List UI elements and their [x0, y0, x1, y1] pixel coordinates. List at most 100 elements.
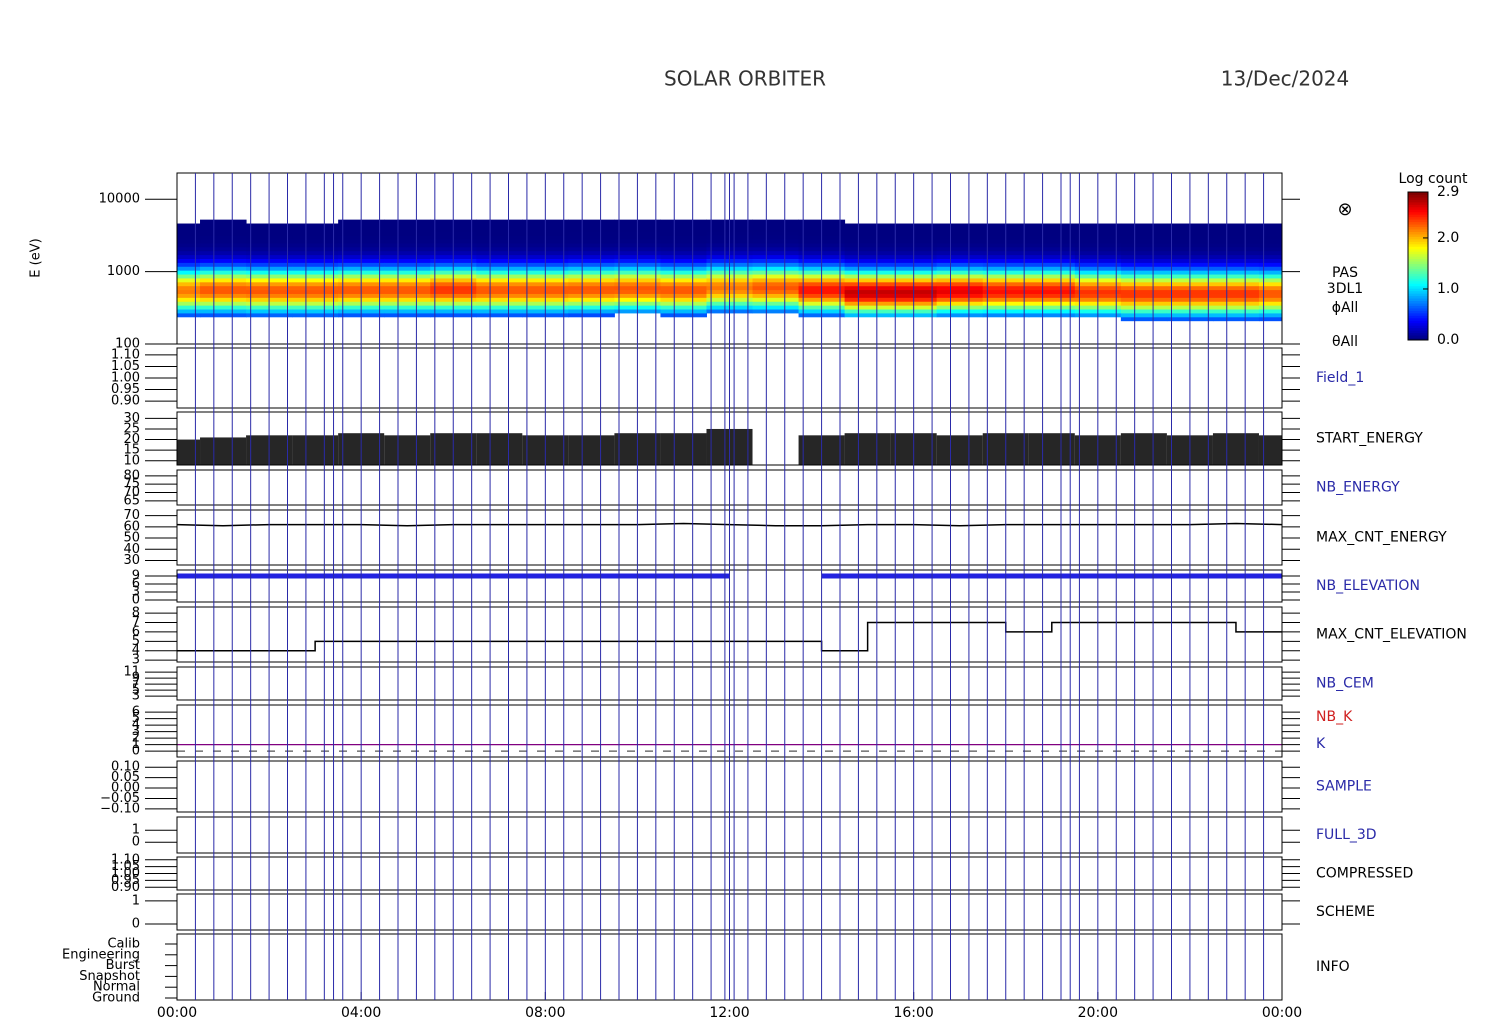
- y-tick-label: 70: [123, 485, 140, 500]
- colorbar-swatch: [1408, 273, 1428, 277]
- colorbar-tick-label: 0.0: [1437, 332, 1459, 348]
- colorbar-swatch: [1408, 322, 1428, 326]
- spectrogram-cell: [936, 235, 984, 240]
- spectrogram-cell: [844, 285, 892, 291]
- spectrogram-cell: [476, 270, 523, 275]
- spectrogram-cell: [568, 223, 615, 228]
- colorbar-swatch: [1408, 325, 1428, 329]
- spectrogram-cell: [1120, 231, 1168, 236]
- colorbar-swatch: [1408, 219, 1428, 223]
- spectrogram-cell: [936, 250, 984, 256]
- colorbar-swatch: [1408, 283, 1428, 287]
- panel-label: NB_K: [1316, 709, 1353, 725]
- spectrogram-cell: [384, 297, 431, 302]
- spectrogram-cell: [1120, 297, 1168, 302]
- y-tick-label: 1: [132, 823, 140, 838]
- spectrogram-cell: [200, 231, 247, 236]
- spectrogram-cell: [384, 285, 431, 291]
- spectrogram-cell: [200, 293, 247, 298]
- spectrogram-cell: [476, 227, 523, 232]
- y-tick-label: 0.90: [111, 394, 140, 409]
- y-tick-label: 25: [123, 421, 140, 436]
- colorbar-swatch: [1408, 241, 1428, 245]
- spectrogram-cell: [1028, 258, 1076, 263]
- spectrogram-cell: [568, 254, 615, 259]
- y-tick-label: 75: [123, 477, 140, 492]
- y-tick-label: 8: [132, 606, 140, 621]
- spectrogram-cell: [1028, 293, 1076, 298]
- spectrogram-cell: [1120, 266, 1168, 271]
- colorbar-swatch: [1408, 285, 1428, 289]
- spectrogram-cell: [476, 285, 523, 291]
- spectrogram-cell: [1028, 305, 1076, 310]
- spectrogram-cell: [292, 227, 339, 232]
- spectrogram-cell: [1120, 235, 1168, 240]
- spectrogram-cell: [660, 242, 707, 248]
- spectrogram-cell: [384, 250, 431, 256]
- colorbar-swatch: [1408, 246, 1428, 250]
- colorbar-swatch: [1408, 261, 1428, 265]
- spectrogram-cell: [752, 309, 800, 314]
- y-tick-label: 9: [132, 671, 140, 686]
- spectrogram-cell: [1212, 223, 1260, 228]
- colorbar-frame: [1407, 191, 1429, 341]
- colorbar-tick-label: 2.9: [1437, 184, 1459, 200]
- y-tick-label: 0.95: [111, 382, 140, 397]
- spectrogram-cell: [177, 246, 201, 252]
- y-tick-label: 10: [123, 453, 140, 468]
- spectrogram-cell: [1028, 254, 1076, 259]
- spectrogram-cell: [476, 219, 523, 225]
- colorbar-swatch: [1408, 253, 1428, 257]
- spectrogram-cell: [660, 270, 707, 275]
- spectrogram-cell: [1028, 266, 1076, 271]
- side-label: θAll: [1332, 334, 1358, 350]
- spectrogram-cell: [1258, 285, 1283, 291]
- spectrogram-cell: [936, 246, 984, 252]
- spectrogram-cell: [1258, 223, 1283, 228]
- colorbar-swatch: [1408, 229, 1428, 232]
- spectrogram-cell: [660, 274, 707, 279]
- side-label: 3DL1: [1327, 281, 1363, 297]
- spectrogram-cell: [660, 293, 707, 298]
- colorbar-swatch: [1408, 337, 1428, 341]
- spectrogram-cell: [177, 281, 201, 287]
- spectrogram-cell: [1028, 297, 1076, 302]
- panel: 0.900.951.001.051.10 Field_1: [111, 347, 1364, 408]
- spectrogram-cell: [200, 250, 247, 256]
- spectrogram-cell: [200, 270, 247, 275]
- panel-label: NB_ENERGY: [1316, 480, 1400, 496]
- spectrogram-cell: [384, 231, 431, 236]
- y-tick-label: Snapshot: [79, 969, 140, 984]
- spectrogram-cell: [1028, 246, 1076, 252]
- spectrogram-cell: [1120, 270, 1168, 275]
- y-tick-label: 1: [132, 893, 140, 908]
- spectrogram-cell: [752, 250, 800, 256]
- spectrogram-cell: [1258, 227, 1283, 232]
- spectrogram-cell: [476, 281, 523, 287]
- spectrogram-cell: [752, 305, 800, 310]
- spectrogram-cell: [844, 277, 892, 283]
- spectrogram-cell: [568, 297, 615, 302]
- spectrogram-cell: [936, 274, 984, 279]
- spectrogram-cell: [384, 239, 431, 244]
- spectrogram-cell: [200, 289, 247, 294]
- spectrogram-cell: [660, 219, 707, 225]
- spectrogram-cell: [1120, 227, 1168, 232]
- spectrogram-cell: [660, 277, 707, 283]
- panel-label: SAMPLE: [1316, 779, 1372, 795]
- spectrogram-cell: [177, 285, 201, 291]
- spectrogram-cell: [660, 239, 707, 244]
- spectrogram-cell: [660, 231, 707, 236]
- spectrogram-cell: [1212, 305, 1260, 310]
- bar: [568, 435, 615, 465]
- spectrogram-cell: [1120, 254, 1168, 259]
- spectrogram-cell: [200, 297, 247, 302]
- spectrogram-cell: [384, 281, 431, 287]
- spectrogram-cell: [476, 231, 523, 236]
- spectrogram-cell: [384, 305, 431, 310]
- bar: [476, 433, 523, 465]
- colorbar-swatch: [1408, 288, 1428, 292]
- spectrogram-cell: [200, 301, 247, 306]
- colorbar-swatch: [1408, 258, 1428, 262]
